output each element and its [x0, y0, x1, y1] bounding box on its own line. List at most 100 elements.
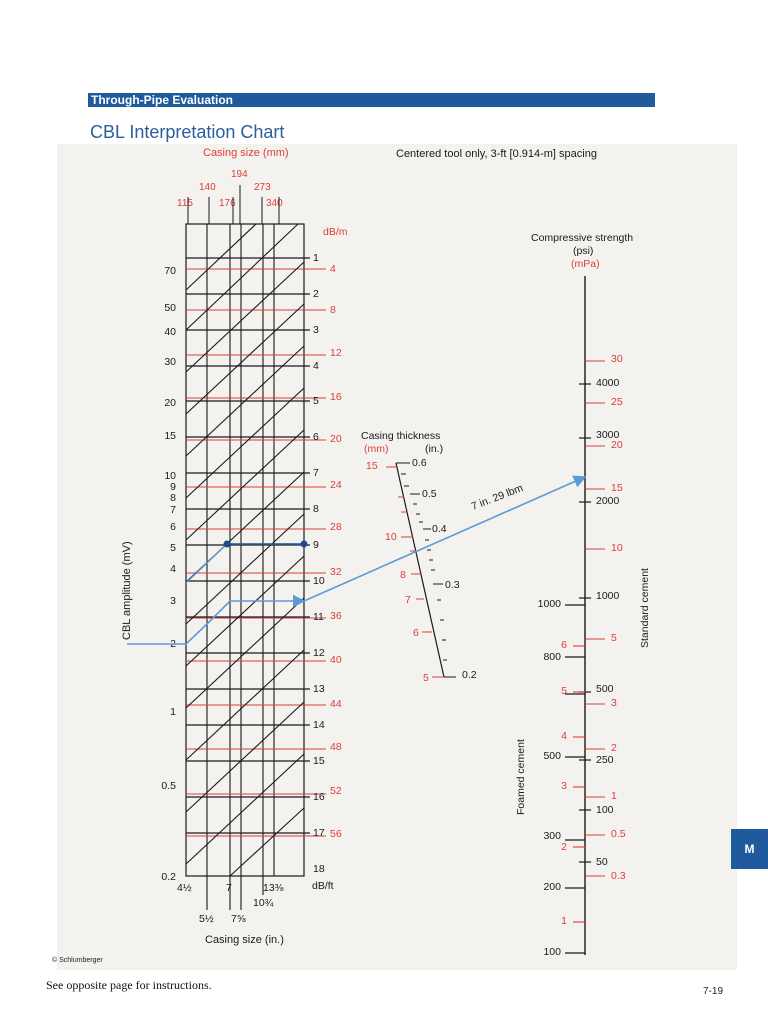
dbft-tick: 18 — [313, 863, 325, 875]
psi-standard-tick: 100 — [596, 804, 614, 816]
section-title: Through-Pipe Evaluation — [91, 93, 234, 107]
dbft-tick: 14 — [313, 719, 325, 731]
mpa-standard-tick: 0.5 — [611, 828, 626, 840]
thickness-mm-tick: 6 — [413, 627, 419, 639]
mpa-standard-tick: 0.3 — [611, 870, 626, 882]
dbft-tick: 9 — [313, 539, 319, 551]
compressive-strength-psi-unit: (psi) — [573, 245, 593, 257]
dbft-tick: 2 — [313, 288, 319, 300]
dbm-tick: 36 — [330, 610, 342, 622]
cbl-chart-panel: Centered tool only, 3-ft [0.914-m] spaci… — [57, 144, 737, 970]
copyright: © Schlumberger — [52, 957, 103, 964]
mv-tick: 10 — [164, 470, 176, 482]
dbft-tick: 12 — [313, 647, 325, 659]
dbft-tick: 6 — [313, 431, 319, 443]
instructions-text: See opposite page for instructions. — [46, 978, 212, 992]
dbm-tick: 52 — [330, 785, 342, 797]
dbm-tick: 44 — [330, 698, 342, 710]
casing-in-tick: 5½ — [199, 913, 214, 925]
main-grid — [185, 223, 326, 910]
mv-tick: 9 — [170, 481, 176, 493]
mpa-foamed-tick: 1 — [561, 915, 567, 927]
psi-standard-tick: 1000 — [596, 590, 620, 602]
thickness-in-tick: 0.2 — [462, 669, 477, 681]
standard-cement-label: Standard cement — [639, 568, 651, 648]
thickness-in-tick: 0.5 — [422, 488, 437, 500]
casing-mm-tick: 273 — [254, 182, 271, 193]
dbm-tick: 40 — [330, 654, 342, 666]
mpa-standard-tick: 15 — [611, 482, 623, 494]
psi-foamed-tick: 800 — [543, 651, 561, 663]
casing-in-tick: 7⅝ — [231, 913, 246, 925]
casing-in-tick: 4½ — [177, 882, 192, 894]
mv-tick: 70 — [164, 265, 176, 277]
psi-standard-tick: 500 — [596, 683, 614, 695]
psi-foamed-tick: 300 — [543, 830, 561, 842]
mpa-foamed-tick: 6 — [561, 639, 567, 651]
mv-tick: 30 — [164, 356, 176, 368]
casing-in-tick: 10¾ — [253, 897, 274, 909]
casing-mm-tick: 340 — [266, 198, 283, 209]
mpa-standard-tick: 1 — [611, 790, 617, 802]
mv-tick: 8 — [170, 492, 176, 504]
mv-tick: 40 — [164, 326, 176, 338]
psi-foamed-tick: 500 — [543, 750, 561, 762]
dbm-tick: 24 — [330, 479, 342, 491]
dbm-tick: 20 — [330, 433, 342, 445]
dbft-tick: 13 — [313, 683, 325, 695]
mv-tick: 15 — [164, 430, 176, 442]
mv-tick: 0.2 — [161, 871, 176, 883]
mpa-standard-tick: 30 — [611, 353, 623, 365]
mv-tick: 3 — [170, 595, 176, 607]
mv-tick: 5 — [170, 542, 176, 554]
mpa-foamed-tick: 4 — [561, 730, 567, 742]
thickness-mm-tick: 5 — [423, 672, 429, 684]
dbm-tick: 8 — [330, 304, 336, 316]
example-path — [127, 475, 587, 645]
dbft-tick: 5 — [313, 395, 319, 407]
mv-tick: 4 — [170, 563, 176, 575]
foamed-cement-label: Foamed cement — [515, 739, 527, 815]
mv-tick: 0.5 — [161, 780, 176, 792]
dbm-tick: 16 — [330, 391, 342, 403]
dbm-tick: 48 — [330, 741, 342, 753]
casing-thickness-label: Casing thickness — [361, 430, 440, 442]
dbft-tick: 8 — [313, 503, 319, 515]
mpa-standard-tick: 20 — [611, 439, 623, 451]
mpa-foamed-tick: 5 — [561, 685, 567, 697]
dbft-tick: 3 — [313, 324, 319, 336]
casing-size-in-label: Casing size (in.) — [205, 934, 284, 946]
dbft-tick: 10 — [313, 575, 325, 587]
dbm-tick: 12 — [330, 347, 342, 359]
casing-mm-tick: 115 — [177, 198, 193, 209]
section-tab[interactable]: M — [731, 829, 768, 869]
mv-tick: 6 — [170, 521, 176, 533]
thickness-mm-tick: 10 — [385, 531, 397, 543]
thickness-mm-tick: 7 — [405, 594, 411, 606]
mv-tick: 20 — [164, 397, 176, 409]
dbft-tick: 15 — [313, 755, 325, 767]
page-number: 7-19 — [703, 986, 724, 997]
thickness-in-tick: 0.3 — [445, 579, 460, 591]
dbft-label: dB/ft — [312, 880, 334, 892]
psi-foamed-tick: 200 — [543, 881, 561, 893]
mpa-standard-tick: 5 — [611, 632, 617, 644]
casing-thickness-in-unit: (in.) — [425, 443, 443, 455]
dbm-tick: 32 — [330, 566, 342, 578]
casing-mm-tick: 140 — [199, 182, 216, 193]
thickness-mm-tick: 8 — [400, 569, 406, 581]
mpa-standard-tick: 10 — [611, 542, 623, 554]
mv-tick: 1 — [170, 706, 176, 718]
casing-in-tick: 13⅜ — [263, 882, 284, 894]
dbm-label: dB/m — [323, 226, 348, 238]
chart-subtitle: Centered tool only, 3-ft [0.914-m] spaci… — [396, 148, 597, 160]
page-title: CBL Interpretation Chart — [90, 122, 285, 142]
thickness-in-tick: 0.4 — [432, 523, 447, 535]
dbft-tick: 4 — [313, 360, 319, 372]
dbm-tick: 56 — [330, 828, 342, 840]
mpa-standard-tick: 25 — [611, 396, 623, 408]
psi-standard-tick: 3000 — [596, 429, 620, 441]
mv-tick: 7 — [170, 504, 176, 516]
dbft-tick: 17 — [313, 827, 325, 839]
casing-mm-tick: 194 — [231, 169, 248, 180]
